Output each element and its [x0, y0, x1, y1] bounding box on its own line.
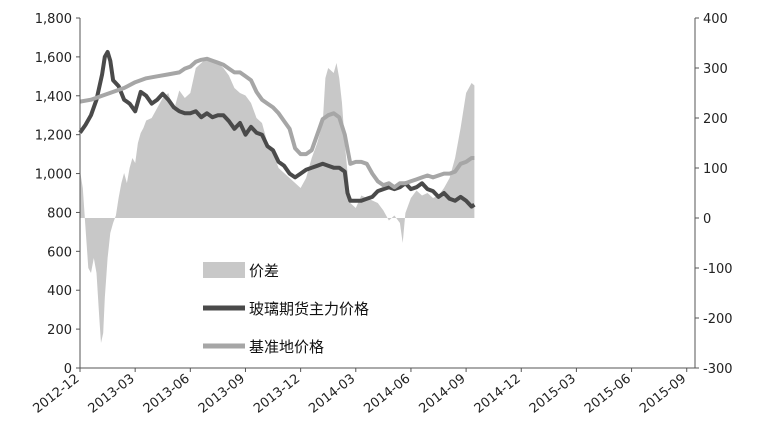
right-tick-label: 300 — [703, 62, 728, 77]
x-tick-label: 2012-12 — [30, 371, 82, 416]
right-tick-label: 0 — [703, 212, 711, 227]
x-tick-label: 2015-09 — [637, 371, 689, 416]
left-tick-label: 600 — [47, 245, 72, 260]
x-tick-label: 2015-06 — [582, 371, 634, 416]
right-tick-label: 200 — [703, 112, 728, 127]
x-tick-label: 2013-09 — [196, 371, 248, 416]
left-tick-label: 1,200 — [35, 129, 72, 144]
spread-area-layer — [80, 58, 475, 343]
x-tick-label: 2013-12 — [251, 371, 303, 416]
x-tick-label: 2014-09 — [417, 371, 469, 416]
legend-label: 玻璃期货主力价格 — [249, 300, 369, 318]
x-tick-label: 2014-12 — [472, 371, 524, 416]
x-tick-label: 2013-06 — [141, 371, 193, 416]
right-tick-label: -100 — [703, 262, 733, 277]
left-tick-label: 400 — [47, 284, 72, 299]
right-tick-label: 100 — [703, 162, 728, 177]
left-tick-label: 0 — [64, 362, 72, 377]
x-tick-label: 2015-03 — [527, 371, 579, 416]
x-tick-label: 2013-03 — [86, 371, 138, 416]
legend-label: 基准地价格 — [249, 338, 324, 356]
left-tick-label: 1,400 — [35, 90, 72, 105]
x-tick-label: 2014-06 — [361, 371, 413, 416]
series-line-1 — [78, 50, 476, 209]
legend-swatch-area — [203, 262, 245, 278]
right-tick-label: -200 — [703, 312, 733, 327]
legend-label: 价差 — [249, 262, 279, 280]
series-line-2 — [79, 56, 475, 190]
right-tick-label: 400 — [703, 12, 728, 27]
x-tick-label: 2014-03 — [306, 371, 358, 416]
price-lines-layer — [78, 50, 476, 209]
series-area-spread — [80, 58, 475, 343]
left-tick-label: 1,600 — [35, 51, 72, 66]
left-tick-label: 200 — [47, 323, 72, 338]
left-tick-label: 800 — [47, 206, 72, 221]
right-tick-label: -300 — [703, 362, 733, 377]
left-tick-label: 1,000 — [35, 168, 72, 183]
left-tick-label: 1,800 — [35, 12, 72, 27]
